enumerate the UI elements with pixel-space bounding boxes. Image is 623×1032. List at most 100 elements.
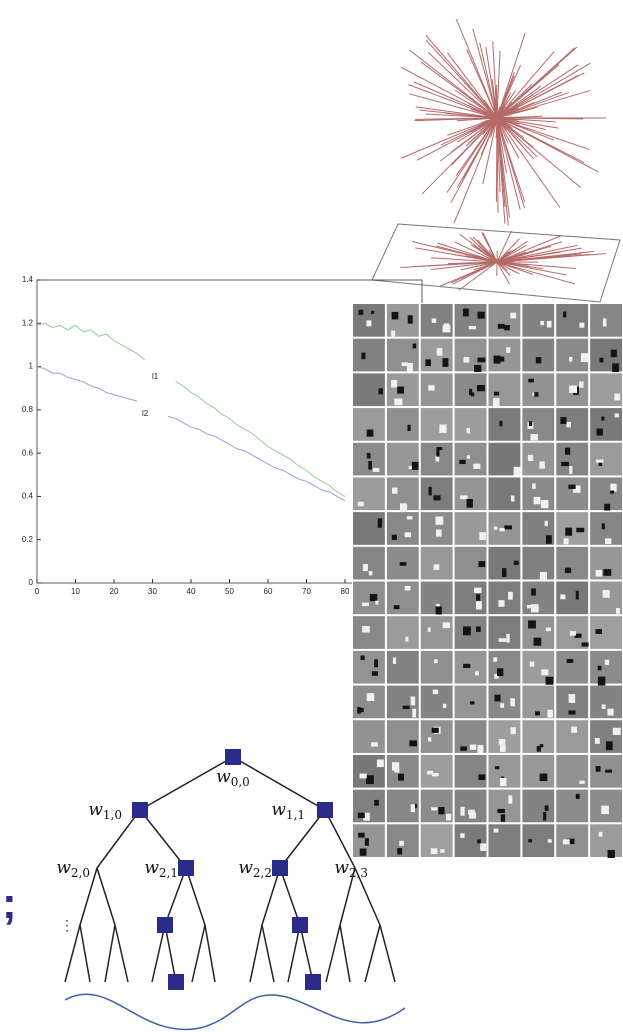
patch-feature — [605, 770, 612, 773]
tree-node — [157, 917, 173, 933]
patch — [556, 477, 588, 510]
patch — [489, 686, 521, 719]
patch-feature — [369, 571, 373, 575]
patch-feature — [528, 620, 536, 628]
patch-feature — [563, 312, 566, 318]
tree-edge — [262, 925, 274, 982]
patch-feature — [408, 315, 413, 323]
patch-feature — [494, 695, 500, 702]
patch-feature — [477, 839, 481, 843]
y-tick-label: 1.2 — [22, 318, 34, 327]
patch-feature — [362, 626, 370, 633]
patch-feature — [528, 379, 534, 383]
label-base: w — [216, 767, 231, 787]
patch-feature — [437, 348, 443, 356]
patch-feature — [368, 461, 372, 470]
patch-feature — [579, 781, 584, 784]
patch-feature — [478, 774, 485, 780]
label-sub: 1,1 — [286, 808, 305, 822]
y-tick-label: 0.8 — [22, 405, 34, 414]
patch-feature — [545, 521, 548, 526]
patch-feature — [565, 528, 572, 536]
patch-feature — [443, 704, 446, 708]
patch-feature — [603, 569, 611, 576]
patch-feature — [429, 487, 432, 496]
patch-feature — [397, 387, 404, 394]
patch-feature — [614, 394, 620, 401]
patch — [387, 824, 419, 857]
patch — [421, 720, 453, 753]
patch — [387, 408, 419, 441]
tree-edge — [115, 925, 128, 982]
patch-feature — [541, 500, 549, 508]
patch-feature — [463, 664, 470, 668]
patch-feature — [497, 809, 505, 813]
tree-edge — [250, 925, 262, 982]
patch-feature — [470, 701, 474, 704]
patch-feature — [540, 572, 547, 580]
patch-feature — [399, 841, 404, 846]
patch-feature — [504, 525, 512, 529]
patch — [556, 304, 588, 337]
patch-feature — [467, 499, 473, 508]
patch-feature — [564, 538, 569, 544]
node-label: w2,1 — [144, 858, 178, 880]
patch — [556, 790, 588, 823]
patch — [522, 373, 554, 406]
patch-feature — [596, 766, 601, 772]
patch-feature — [565, 568, 571, 573]
patch — [489, 408, 521, 441]
patch-feature — [561, 462, 569, 466]
patch — [590, 616, 622, 649]
patch — [489, 651, 521, 684]
series-label: l2 — [142, 409, 149, 418]
patch-feature — [477, 357, 485, 362]
patch-feature — [358, 502, 364, 507]
patch-feature — [534, 392, 538, 396]
patch-feature — [506, 634, 509, 643]
patch-feature — [393, 658, 396, 664]
patch-feature — [391, 380, 397, 387]
tree-edge — [380, 925, 395, 982]
patch — [353, 720, 385, 753]
label-sub: 1,0 — [103, 808, 122, 822]
patch-feature — [367, 430, 374, 437]
ray — [453, 262, 497, 284]
patch — [421, 408, 453, 441]
patch-feature — [506, 347, 510, 353]
node-label: w1,0 — [88, 800, 122, 822]
patch-feature — [616, 608, 620, 614]
patch-feature — [568, 485, 575, 489]
patch-feature — [360, 849, 367, 856]
patch-feature — [610, 491, 614, 494]
patch-feature — [371, 311, 374, 314]
patch-feature — [394, 605, 400, 609]
patch-feature — [514, 467, 521, 476]
node-label: w2,0 — [56, 858, 90, 880]
label-base: w — [238, 858, 253, 878]
patch-feature — [543, 812, 546, 821]
patch-feature — [598, 677, 605, 686]
tree-edge — [365, 925, 380, 982]
patch-feature — [443, 622, 450, 628]
patch — [387, 443, 419, 476]
tree-edge — [186, 868, 205, 925]
patch-feature — [432, 773, 439, 776]
patch-feature — [434, 564, 440, 570]
label-base: w — [334, 858, 349, 878]
patch — [421, 755, 453, 788]
patch-feature — [398, 774, 404, 781]
patch-feature — [540, 744, 544, 747]
patch-feature — [467, 428, 470, 433]
patch-feature — [374, 800, 379, 806]
patch-feature — [469, 389, 472, 395]
patch-feature — [599, 358, 603, 363]
patch-feature — [504, 325, 510, 330]
patch-feature — [499, 357, 504, 362]
patch-feature — [565, 448, 570, 455]
patch-feature — [601, 417, 604, 421]
tree-edge — [300, 925, 313, 982]
tree-node — [292, 917, 308, 933]
patch-feature — [431, 848, 438, 854]
patch-feature — [605, 660, 609, 665]
